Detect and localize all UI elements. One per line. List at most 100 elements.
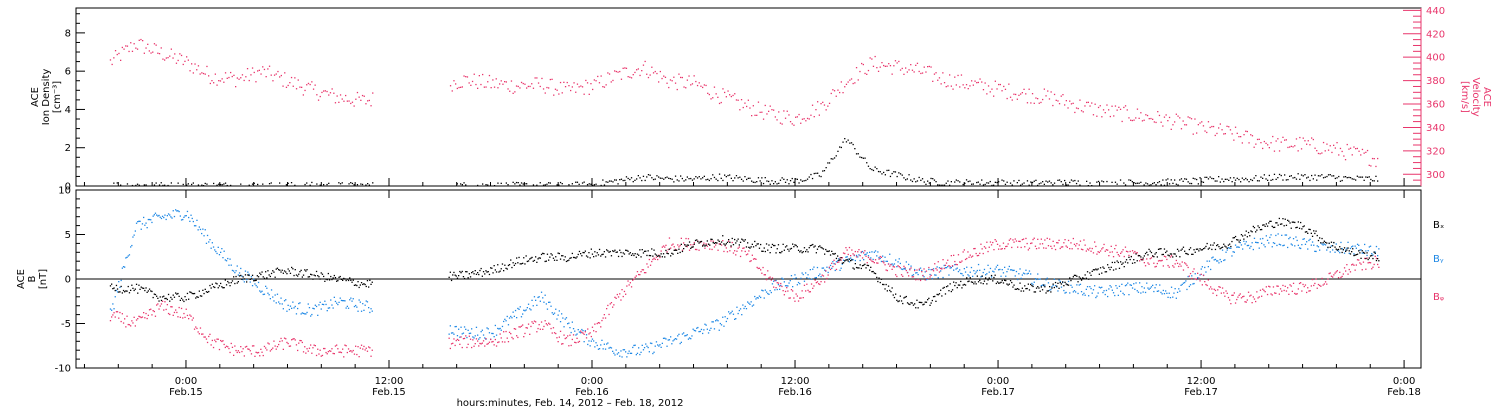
bz-point (1315, 278, 1317, 280)
bz-point (556, 337, 558, 339)
by-point (1212, 256, 1214, 258)
velocity-point (1150, 117, 1152, 120)
velocity-point (1229, 129, 1232, 131)
velocity-point (1199, 122, 1201, 124)
bz-point (186, 314, 189, 317)
by-point (359, 301, 361, 303)
bz-point (1244, 301, 1246, 303)
bx-point (1000, 281, 1002, 283)
bx-point (125, 290, 127, 292)
bx-point (238, 275, 241, 277)
bz-point (141, 316, 144, 318)
by-point (986, 273, 988, 275)
by-point (717, 320, 719, 322)
density-point (732, 180, 734, 182)
bz-point (899, 267, 901, 269)
velocity-point (527, 85, 529, 88)
by-point (877, 251, 879, 253)
by-point (172, 210, 174, 212)
by-point (328, 307, 331, 309)
by-point (1330, 245, 1333, 247)
by-point (680, 341, 682, 343)
velocity-point (1212, 125, 1215, 128)
bz-point (607, 304, 609, 307)
bz-point (761, 272, 763, 274)
bx-point (519, 263, 521, 265)
by-point (915, 272, 917, 274)
by-point (980, 276, 982, 278)
density-point (201, 184, 203, 186)
velocity-point (1082, 111, 1084, 113)
bx-point (192, 293, 194, 295)
by-point (531, 299, 533, 301)
density-point (1295, 178, 1298, 180)
velocity-point (1009, 96, 1012, 98)
by-point (1150, 286, 1153, 288)
bz-point (317, 348, 319, 350)
velocity-point (1168, 116, 1171, 119)
density-point (691, 179, 694, 181)
bz-point (533, 320, 536, 322)
bx-point (152, 296, 154, 299)
by-point (221, 248, 223, 250)
bx-point (667, 253, 669, 255)
by-point (269, 298, 271, 300)
bx-point (1148, 248, 1150, 250)
bz-point (1129, 250, 1131, 253)
bx-point (1208, 247, 1211, 249)
bx-point (1040, 286, 1042, 288)
bx-point (796, 246, 798, 248)
bx-point (895, 293, 897, 295)
bx-point (874, 272, 877, 275)
density-point (1212, 178, 1215, 180)
density-point (918, 176, 920, 179)
density-point (842, 141, 844, 143)
density-point (1245, 177, 1247, 180)
bz-point (743, 247, 745, 249)
bz-point (193, 328, 196, 330)
bz-point (1214, 289, 1217, 292)
by-point (494, 324, 496, 327)
bz-point (699, 241, 701, 244)
bz-point (585, 337, 588, 339)
bz-point (900, 274, 903, 276)
density-point (759, 180, 761, 182)
top-left-tick-label: 6 (65, 67, 71, 78)
by-point (1110, 286, 1112, 288)
velocity-point (1123, 106, 1125, 109)
velocity-point (187, 59, 189, 61)
bz-point (156, 304, 158, 306)
bz-point (1025, 237, 1027, 240)
density-point (703, 175, 705, 177)
density-point (943, 184, 946, 186)
by-point (857, 256, 859, 258)
velocity-point (915, 64, 917, 66)
bx-point (666, 252, 668, 254)
by-point (227, 257, 229, 260)
bx-point (899, 295, 901, 297)
by-point (1291, 244, 1293, 246)
by-point (177, 210, 179, 212)
by-point (712, 321, 714, 323)
by-point (1236, 246, 1238, 248)
density-point (522, 183, 524, 185)
by-point (159, 216, 161, 218)
bz-point (966, 257, 968, 260)
velocity-point (1336, 142, 1338, 144)
bz-point (878, 258, 880, 260)
velocity-point (744, 102, 746, 104)
bz-point (883, 262, 885, 264)
bz-point (1038, 247, 1040, 249)
velocity-point (316, 94, 318, 96)
by-point (588, 340, 590, 342)
density-point (1016, 182, 1018, 184)
bx-point (890, 291, 892, 293)
bz-point (1157, 260, 1160, 262)
bx-point (1295, 227, 1297, 229)
by-point (739, 308, 742, 310)
by-point (963, 268, 965, 270)
by-point (561, 313, 563, 315)
velocity-point (1143, 119, 1145, 121)
bz-point (1146, 258, 1148, 260)
velocity-point (1322, 141, 1325, 144)
